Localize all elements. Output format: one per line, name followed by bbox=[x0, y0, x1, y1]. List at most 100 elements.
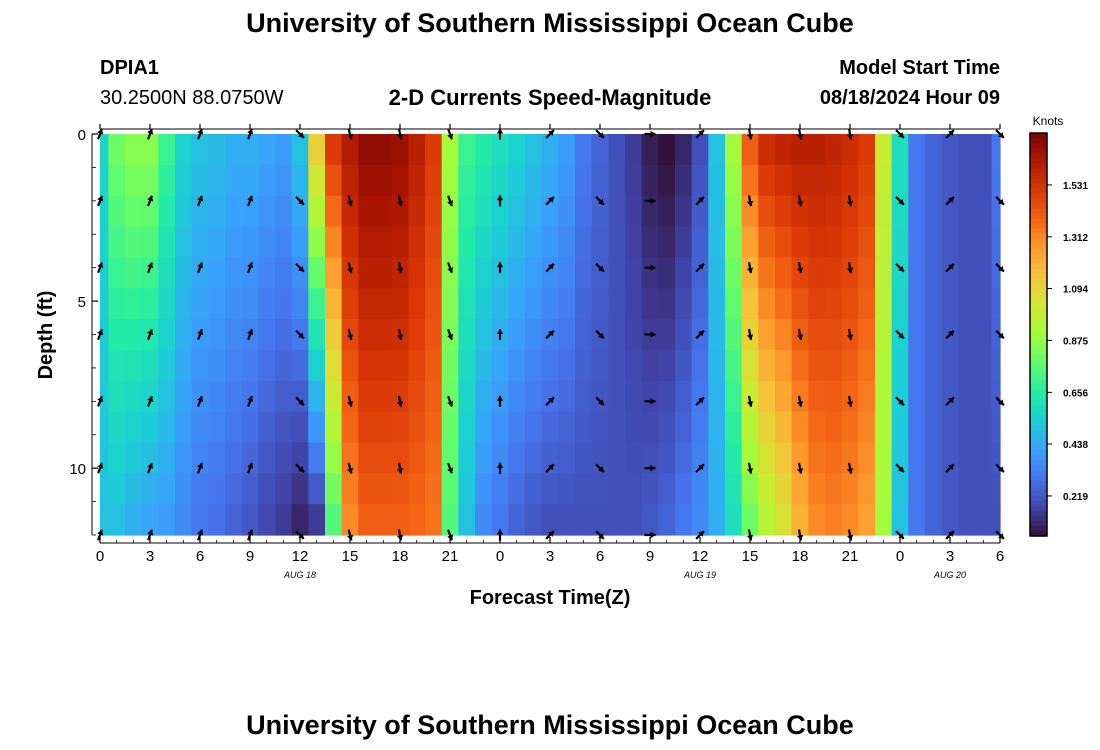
date-label: AUG 19 bbox=[683, 570, 716, 580]
arrow-head bbox=[97, 195, 104, 202]
heatmap-cell bbox=[491, 195, 509, 228]
heatmap-cell bbox=[491, 504, 509, 536]
colorbar-tick-label: 0.875 bbox=[1063, 336, 1088, 347]
heatmap-cell bbox=[591, 349, 609, 382]
arrow-head bbox=[598, 332, 604, 339]
current-arrow bbox=[295, 396, 305, 406]
heatmap-cell bbox=[708, 442, 726, 474]
colorbar-swatch bbox=[1030, 258, 1047, 265]
arrow-head bbox=[396, 267, 404, 274]
heatmap-cell bbox=[858, 504, 876, 536]
heatmap-cell bbox=[641, 504, 659, 536]
current-arrow bbox=[295, 329, 305, 340]
heatmap-cell bbox=[808, 226, 826, 258]
heatmap-cell bbox=[925, 380, 943, 413]
arrow-head bbox=[548, 531, 554, 537]
heatmap-cell bbox=[525, 349, 543, 382]
current-arrow bbox=[496, 195, 504, 207]
heatmap-cell bbox=[258, 349, 276, 382]
heatmap-cell bbox=[708, 164, 726, 197]
colorbar-swatch bbox=[1030, 309, 1047, 315]
current-arrow bbox=[197, 328, 204, 341]
heatmap-cell bbox=[141, 257, 159, 289]
x-tick-label: 3 bbox=[146, 548, 154, 565]
colorbar-swatch bbox=[1030, 319, 1047, 326]
arrow-head bbox=[347, 133, 354, 140]
current-arrow bbox=[695, 263, 705, 273]
arrow-head bbox=[998, 198, 1004, 205]
x-tick-label: 21 bbox=[442, 548, 459, 565]
colorbar-swatch bbox=[1030, 274, 1047, 280]
current-arrow bbox=[97, 462, 104, 474]
heatmap-cell bbox=[658, 319, 676, 351]
arrow-head bbox=[347, 200, 354, 207]
heatmap-cell bbox=[591, 288, 609, 320]
heatmap-cell bbox=[108, 319, 126, 351]
current-arrow bbox=[796, 462, 804, 474]
heatmap-cell bbox=[758, 473, 776, 505]
current-arrow bbox=[197, 462, 204, 474]
heatmap-cell bbox=[991, 380, 1001, 413]
heatmap-cell bbox=[525, 257, 543, 289]
arrow-head bbox=[347, 401, 354, 407]
heatmap-cell bbox=[191, 164, 209, 197]
current-arrow bbox=[396, 195, 404, 207]
arrow-head bbox=[846, 200, 854, 207]
heatmap-cell bbox=[425, 442, 443, 474]
heatmap-cell bbox=[375, 473, 393, 505]
station-id: DPIA1 bbox=[100, 57, 159, 79]
heatmap-cell bbox=[841, 380, 859, 413]
heatmap-cell bbox=[608, 504, 626, 536]
arrow-head bbox=[598, 132, 604, 138]
colorbar-swatch bbox=[1030, 525, 1047, 532]
heatmap-cell bbox=[275, 195, 293, 228]
heatmap-cell bbox=[941, 349, 959, 382]
heatmap-cell bbox=[591, 134, 609, 166]
heatmap-cell bbox=[825, 473, 843, 505]
arrow-head bbox=[846, 267, 854, 274]
current-arrow bbox=[895, 263, 905, 273]
arrow-head bbox=[898, 132, 904, 138]
heatmap-cell bbox=[125, 288, 143, 320]
heatmap-cell bbox=[975, 134, 993, 166]
arrow-head bbox=[598, 466, 604, 473]
heatmap-cell bbox=[341, 164, 359, 197]
arrow-head bbox=[97, 128, 104, 135]
heatmap-cell bbox=[725, 134, 743, 166]
colorbar-swatch bbox=[1030, 153, 1047, 159]
heatmap-cell bbox=[725, 411, 743, 444]
heatmap-cell bbox=[791, 288, 809, 320]
heatmap-cell bbox=[458, 164, 476, 197]
heatmap-cell bbox=[491, 226, 509, 258]
heatmap-cell bbox=[708, 380, 726, 413]
heatmap-cell bbox=[525, 319, 543, 351]
heatmap-cell bbox=[741, 442, 759, 474]
arrow-head bbox=[898, 466, 904, 473]
heatmap-cell bbox=[391, 380, 409, 413]
heatmap-cell bbox=[175, 380, 193, 413]
heatmap-cell bbox=[391, 226, 409, 258]
heatmap-cell bbox=[808, 411, 826, 444]
heatmap-cell bbox=[958, 349, 976, 382]
heatmap-cell bbox=[441, 411, 459, 444]
heatmap-cell bbox=[158, 473, 176, 505]
heatmap-cell bbox=[425, 349, 443, 382]
heatmap-cell bbox=[675, 442, 693, 474]
heatmap-cell bbox=[541, 380, 559, 413]
heatmap-cell bbox=[225, 288, 243, 320]
heatmap-cell bbox=[575, 257, 593, 289]
heatmap-cell bbox=[141, 226, 159, 258]
arrow-head bbox=[496, 395, 504, 401]
heatmap-cell bbox=[208, 195, 226, 228]
heatmap-cell bbox=[225, 442, 243, 474]
current-arrow bbox=[97, 395, 104, 407]
x-axis-label: Forecast Time(Z) bbox=[470, 587, 631, 609]
heatmap-cell bbox=[958, 504, 976, 536]
heatmap-cell bbox=[758, 504, 776, 536]
heatmap-cell bbox=[691, 134, 709, 166]
current-arrow bbox=[846, 395, 854, 407]
heatmap-cell bbox=[825, 504, 843, 536]
arrow-head bbox=[197, 329, 204, 336]
heatmap-cell bbox=[125, 164, 143, 197]
heatmap-cell bbox=[241, 473, 259, 505]
